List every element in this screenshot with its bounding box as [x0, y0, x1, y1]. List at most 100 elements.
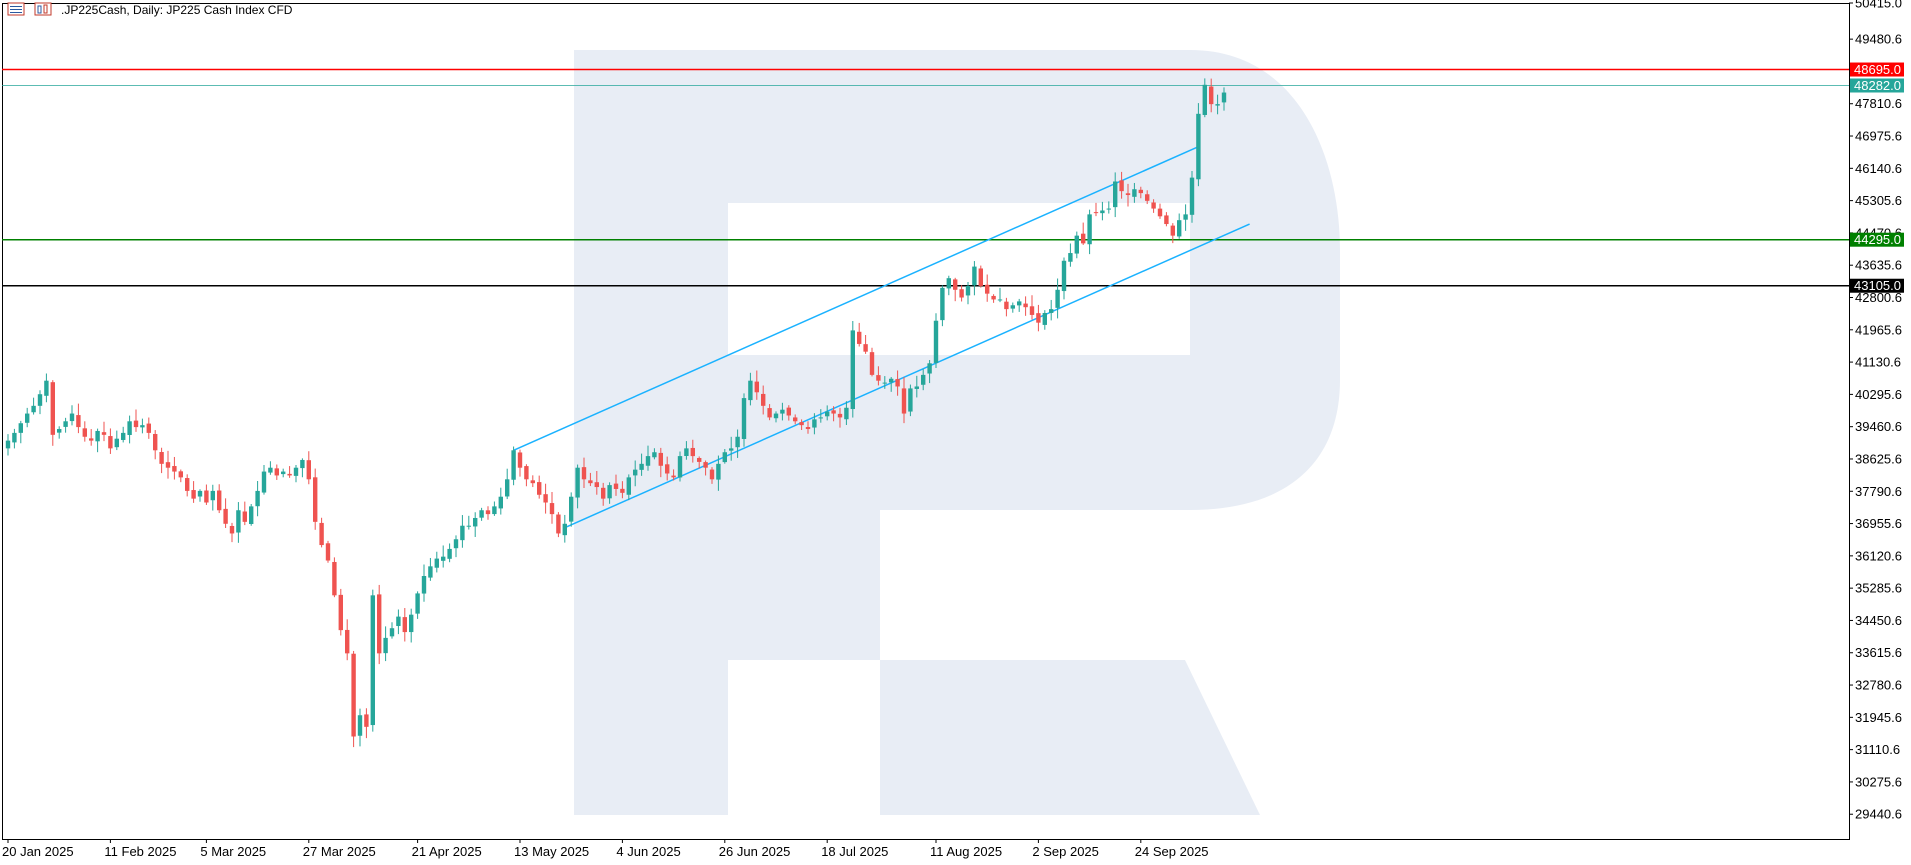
candle — [793, 414, 798, 425]
candle-body — [633, 469, 638, 476]
candle-body — [191, 490, 196, 499]
candle — [780, 402, 785, 421]
candle — [1023, 296, 1028, 316]
y-tick-label: 33615.6 — [1855, 645, 1902, 660]
candle-body — [249, 506, 254, 524]
candle-body — [549, 503, 555, 515]
candle-body — [428, 566, 433, 578]
candle — [537, 475, 542, 499]
candle-body — [185, 478, 190, 491]
candle — [69, 405, 75, 426]
candle — [82, 421, 87, 442]
candle — [204, 484, 209, 505]
candle — [991, 294, 996, 303]
y-tick-label: 38625.6 — [1855, 451, 1902, 466]
candle — [754, 370, 759, 400]
candle-body — [210, 490, 215, 501]
candle-body — [671, 475, 676, 478]
candle-body — [594, 482, 599, 488]
candle — [153, 430, 158, 460]
candle-body — [658, 452, 663, 466]
candle-body — [293, 467, 299, 476]
candle-body — [530, 480, 535, 484]
candle-body — [396, 616, 401, 627]
candle — [319, 517, 324, 548]
candle — [5, 434, 11, 456]
candle — [1042, 310, 1047, 330]
candle — [1138, 186, 1143, 199]
x-tick-label: 4 Jun 2025 — [616, 844, 680, 859]
candle-body — [997, 299, 1003, 301]
resistance-label-bg — [1850, 62, 1904, 77]
candle-body — [1132, 189, 1137, 197]
candle — [735, 429, 740, 458]
candle-body — [50, 382, 55, 435]
candle — [953, 277, 958, 302]
candle — [805, 421, 811, 434]
candle-body — [274, 468, 279, 476]
candle-body — [229, 525, 235, 534]
candle-body — [863, 344, 868, 352]
candle — [690, 439, 695, 463]
candle — [569, 492, 574, 527]
candle — [1151, 199, 1156, 213]
candle — [869, 347, 875, 377]
y-tick-label: 31110.6 — [1855, 742, 1900, 757]
candle-body — [914, 386, 919, 389]
candle — [1202, 78, 1207, 118]
candle-body — [159, 452, 164, 464]
candle-body — [370, 595, 375, 726]
candle — [844, 401, 849, 426]
candle-body — [121, 432, 126, 440]
candle — [473, 512, 478, 537]
chart-list-icon[interactable] — [7, 2, 25, 16]
candle — [972, 261, 977, 296]
y-tick-label: 42800.6 — [1855, 290, 1902, 305]
candle-body — [357, 715, 363, 736]
candle — [409, 608, 414, 643]
channel-upper-line[interactable] — [513, 145, 1199, 451]
candle — [729, 436, 734, 461]
candle-body — [895, 379, 900, 387]
candle-body — [1010, 305, 1015, 309]
candle-body — [82, 428, 87, 437]
candle — [217, 484, 222, 514]
candle — [121, 426, 126, 443]
candle — [626, 474, 631, 501]
bar-chart-icon[interactable] — [34, 2, 52, 16]
candle-body — [1202, 84, 1207, 115]
candle-body — [607, 485, 612, 499]
candle — [159, 447, 164, 474]
candle-body — [255, 490, 260, 507]
candle — [1061, 257, 1067, 300]
candle — [498, 487, 503, 515]
candle-body — [127, 421, 132, 435]
candle-body — [1061, 260, 1067, 292]
candle-body — [1170, 225, 1175, 236]
candle — [837, 407, 843, 428]
candle-body — [31, 405, 36, 413]
candle-body — [1017, 301, 1022, 306]
candle-body — [1157, 208, 1163, 217]
candle-body — [805, 427, 811, 430]
candle — [415, 591, 420, 619]
candle — [1036, 304, 1041, 332]
candle — [709, 467, 715, 484]
candle — [325, 540, 331, 563]
candle — [25, 407, 30, 428]
candle-body — [1164, 215, 1169, 225]
candle-body — [434, 558, 439, 568]
candle — [268, 461, 273, 475]
time-axis: 20 Jan 2025 11 Feb 2025 5 Mar 2025 27 Mar 2… — [2, 839, 1209, 859]
candle-body — [761, 393, 766, 406]
candle — [985, 274, 990, 302]
candle — [57, 426, 62, 439]
chart-title: .JP225Cash, Daily: JP225 Cash Index CFD — [61, 3, 293, 17]
candle-body — [332, 561, 337, 596]
candle-body — [831, 410, 836, 414]
candle — [1081, 222, 1086, 245]
candle — [447, 543, 452, 563]
candle-body — [716, 463, 721, 480]
candle — [460, 515, 465, 548]
